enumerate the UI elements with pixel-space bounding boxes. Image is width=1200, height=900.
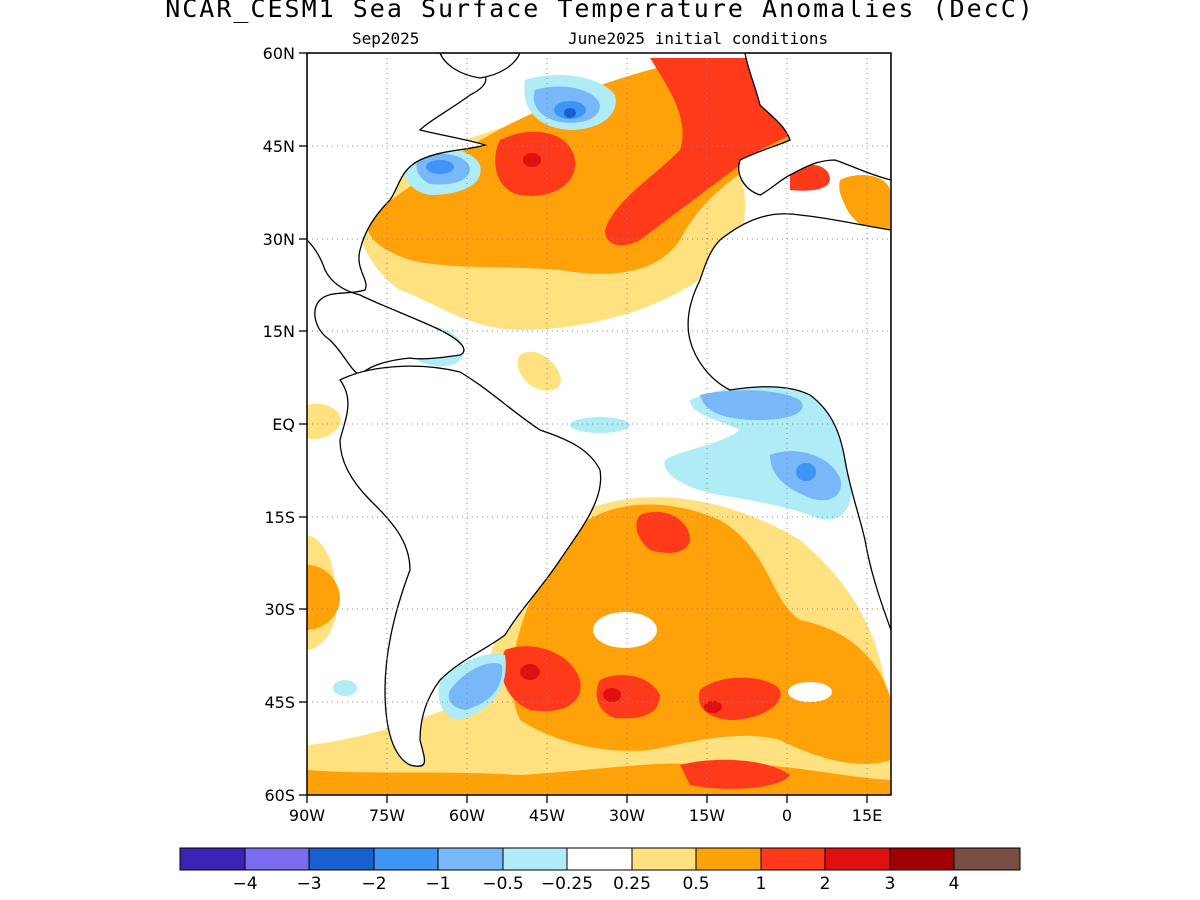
colorbar-swatch: [695, 847, 762, 871]
axis-ticks: [299, 52, 868, 803]
colorbar-swatch: [179, 847, 246, 871]
colorbar-swatch: [953, 847, 1021, 871]
near-zero-pocket-1: [593, 612, 657, 648]
lat-tick-label: 60N: [263, 44, 295, 63]
lat-tick-label: 60S: [264, 786, 295, 805]
lat-tick-label: 45S: [264, 693, 295, 712]
anomaly-region-weak-cool-eq: [570, 417, 630, 433]
colorbar-label: 1: [756, 874, 767, 894]
anomaly-core-labrador-deep: [564, 108, 576, 118]
anomaly-core-nw-atlantic: [523, 153, 541, 167]
europe-coastline: [738, 53, 891, 196]
anomaly-core-s2: [603, 688, 621, 702]
colorbar-swatch: [373, 847, 439, 871]
colorbar-swatches: [179, 847, 1021, 871]
north-america-coastline: [307, 53, 488, 376]
greenland-coastline: [439, 53, 521, 79]
lat-tick-label: 30N: [263, 230, 295, 249]
lat-tick-label: 30S: [264, 600, 295, 619]
lat-tick-label: EQ: [272, 415, 295, 434]
lon-tick-label: 45W: [529, 806, 565, 825]
anomaly-region-strong-warm-s4: [636, 511, 690, 553]
anomaly-core-newfoundland: [426, 160, 454, 174]
anomaly-field: [307, 58, 891, 795]
south-america-coastline: [339, 365, 602, 767]
lon-tick-label: 90W: [289, 806, 325, 825]
lon-tick-label: 60W: [449, 806, 485, 825]
anomaly-region-strong-warm-s5: [680, 759, 790, 789]
gridlines: [307, 53, 891, 795]
colorbar-swatch: [760, 847, 826, 871]
colorbar-label: 0.5: [682, 874, 709, 894]
forecast-month-label: Sep2025: [352, 29, 420, 48]
initial-conditions-label: June2025 initial conditions: [568, 29, 829, 48]
lon-tick-label: 30W: [609, 806, 645, 825]
land-masses: [307, 53, 891, 767]
colorbar-label: 0.25: [613, 874, 651, 894]
colorbar-label: −4: [232, 874, 257, 894]
colorbar-swatch: [631, 847, 697, 871]
colorbar-label: −3: [296, 874, 321, 894]
lon-tick-label: 75W: [369, 806, 405, 825]
lat-tick-label: 45N: [263, 137, 295, 156]
anomaly-region-moderate-cool-argentina: [448, 662, 503, 710]
colorbar-swatch: [308, 847, 375, 871]
colorbar-swatch: [824, 847, 891, 871]
colorbar-swatch: [244, 847, 310, 871]
lon-tick-label: 0: [782, 806, 792, 825]
colorbar-label: −0.5: [482, 874, 523, 894]
anomaly-region-strong-warm-s2: [596, 675, 660, 719]
anomaly-core-s1: [520, 664, 540, 680]
anomaly-region-moderate-warm-med: [839, 175, 891, 235]
anomaly-region-moderate-cool-gulf-guinea: [700, 390, 803, 420]
lat-tick-label: 15N: [263, 322, 295, 341]
anomaly-region-weak-cool-pacific: [333, 680, 357, 696]
colorbar-label: −1: [425, 874, 450, 894]
near-zero-pocket-2: [788, 682, 832, 702]
lon-tick-label: 15W: [689, 806, 725, 825]
chart-title: NCAR_CESM1 Sea Surface Temperature Anoma…: [165, 0, 1035, 23]
africa-coastline: [687, 213, 891, 631]
anomaly-region-weak-warm-atl: [517, 351, 561, 391]
anomaly-region-strong-warm-s1: [501, 646, 581, 712]
colorbar-label: 3: [885, 874, 896, 894]
colorbar-swatch: [437, 847, 504, 871]
colorbar-label: 4: [949, 874, 960, 894]
anomaly-region-moderate-warm-pacific: [307, 565, 340, 630]
colorbar-swatch: [566, 847, 633, 871]
anomaly-region-weak-warm-eq: [307, 403, 341, 439]
anomaly-region-strong-warm-mediterranean: [790, 164, 830, 191]
lon-tick-label: 15E: [852, 806, 882, 825]
colorbar-swatch: [889, 847, 955, 871]
anomaly-core-angola: [796, 463, 816, 481]
colorbar-label: 2: [820, 874, 831, 894]
lat-tick-label: 15S: [264, 508, 295, 527]
colorbar-label: −2: [361, 874, 386, 894]
colorbar-label: −0.25: [541, 874, 593, 894]
colorbar-labels: −4 −3 −2 −1 −0.5 −0.25 0.25 0.5 1 2 3 4: [232, 874, 959, 894]
colorbar-swatch: [502, 847, 568, 871]
anomaly-core-s3: [704, 701, 722, 713]
